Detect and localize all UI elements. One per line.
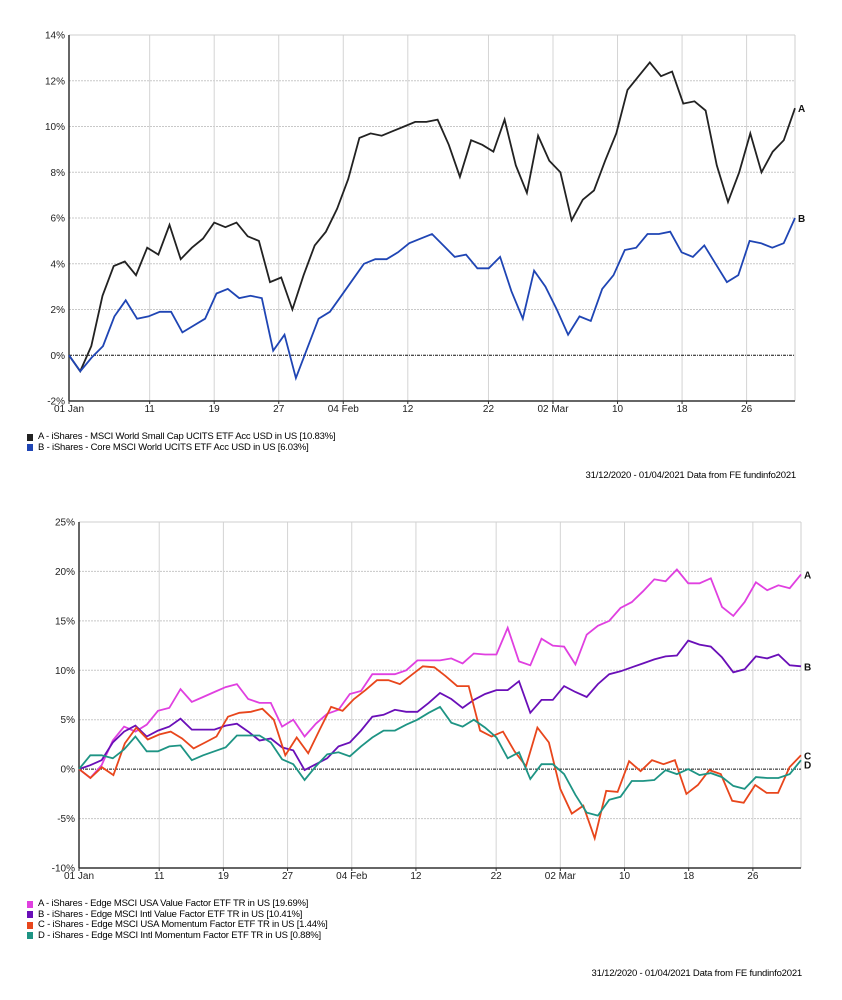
x-tick-label: 12: [410, 871, 422, 882]
series-line-b: [78, 639, 802, 772]
series-end-label-d: D: [804, 760, 811, 771]
legend-label: B - iShares - Edge MSCI Intl Value Facto…: [38, 908, 303, 920]
legend-label: D - iShares - Edge MSCI Intl Momentum Fa…: [38, 929, 321, 941]
x-tick-label: 10: [619, 871, 631, 882]
x-tick-label: 11: [144, 404, 155, 415]
chart-2-legend: A - iShares - Edge MSCI USA Value Factor…: [27, 898, 328, 942]
legend-swatch: [27, 433, 33, 441]
x-tick-label: 19: [218, 871, 230, 882]
legend-item-d: D - iShares - Edge MSCI Intl Momentum Fa…: [27, 929, 328, 942]
legend-swatch: [27, 921, 33, 929]
x-tick-label: 10: [612, 404, 624, 415]
y-tick-label: 15%: [55, 616, 75, 627]
series-end-label-b: B: [798, 214, 805, 225]
chart-2-source-note: 31/12/2020 - 01/04/2021 Data from FE fun…: [591, 968, 803, 979]
chart-2: -10% -5% 0% 5% 10% 15% 20% 25% 01 Jan 11 19 27 04 Fe…: [52, 518, 812, 883]
series-end-label-b: B: [804, 662, 811, 673]
legend-label: A - iShares - MSCI World Small Cap UCITS…: [38, 431, 336, 442]
x-tick-label: 27: [282, 871, 294, 882]
y-tick-label: -2%: [47, 397, 65, 408]
legend-item-a: A - iShares - Edge MSCI USA Value Factor…: [27, 898, 328, 910]
chart-1-legend: A - iShares - MSCI World Small Cap UCITS…: [27, 431, 336, 454]
series-end-label-a: A: [798, 104, 805, 115]
legend-swatch: [27, 444, 33, 452]
x-tick-label: 18: [683, 871, 695, 882]
y-tick-label: 5%: [61, 715, 76, 726]
series-line-a: [68, 60, 796, 374]
legend-item-b: B - iShares - Core MSCI World UCITS ETF …: [27, 441, 335, 454]
x-tick-label: 18: [677, 404, 689, 415]
legend-label: A - iShares - Edge MSCI USA Value Factor…: [38, 898, 309, 909]
x-tick-label: 01 Jan: [54, 404, 84, 415]
legend-item-a: A - iShares - MSCI World Small Cap UCITS…: [27, 431, 336, 443]
legend-swatch: [27, 932, 33, 940]
legend-label: B - iShares - Core MSCI World UCITS ETF …: [38, 441, 309, 453]
legend-swatch: [27, 911, 33, 919]
legend-item-c: C - iShares - Edge MSCI USA Momentum Fac…: [27, 919, 328, 931]
y-tick-label: 4%: [51, 259, 66, 270]
x-tick-label: 01 Jan: [64, 871, 94, 882]
x-tick-label: 04 Feb: [336, 871, 368, 882]
series-line-b: [68, 217, 796, 382]
y-tick-label: 10%: [45, 122, 65, 133]
y-tick-label: 2%: [51, 305, 66, 316]
y-tick-label: 12%: [45, 76, 65, 87]
y-tick-label: 20%: [55, 567, 75, 578]
series-line-d: [78, 705, 802, 817]
y-tick-label: 0%: [61, 765, 76, 776]
chart-1-source-note: 31/12/2020 - 01/04/2021 Data from FE fun…: [585, 470, 797, 481]
legend-label: C - iShares - Edge MSCI USA Momentum Fac…: [38, 919, 328, 930]
y-tick-label: 14%: [45, 31, 65, 42]
legend-swatch: [27, 900, 33, 908]
x-tick-label: 02 Mar: [537, 404, 569, 415]
x-tick-label: 02 Mar: [545, 871, 577, 882]
x-tick-label: 19: [209, 404, 221, 415]
x-tick-label: 11: [154, 871, 165, 882]
y-tick-label: 10%: [55, 666, 75, 677]
chart-1: -2% 0% 2% 4% 6% 8% 10% 12% 14% 01 Jan 11 19 27 04 Feb…: [45, 31, 805, 416]
y-tick-label: 8%: [51, 168, 66, 179]
y-tick-label: 6%: [51, 214, 66, 225]
x-tick-label: 22: [491, 871, 503, 882]
x-tick-label: 04 Feb: [328, 404, 360, 415]
x-tick-label: 27: [273, 404, 285, 415]
series-end-label-c: C: [804, 751, 811, 762]
y-tick-label: 25%: [55, 518, 75, 529]
y-tick-label: 0%: [51, 351, 66, 362]
legend-item-b: B - iShares - Edge MSCI Intl Value Facto…: [27, 908, 328, 921]
x-tick-label: 12: [402, 404, 414, 415]
y-tick-label: -10%: [52, 864, 75, 875]
x-tick-label: 22: [483, 404, 495, 415]
y-tick-label: -5%: [57, 814, 75, 825]
series-line-c: [78, 665, 802, 842]
series-line-a: [78, 568, 802, 780]
series-end-label-a: A: [804, 570, 811, 581]
x-tick-label: 26: [747, 871, 759, 882]
x-tick-label: 26: [741, 404, 753, 415]
